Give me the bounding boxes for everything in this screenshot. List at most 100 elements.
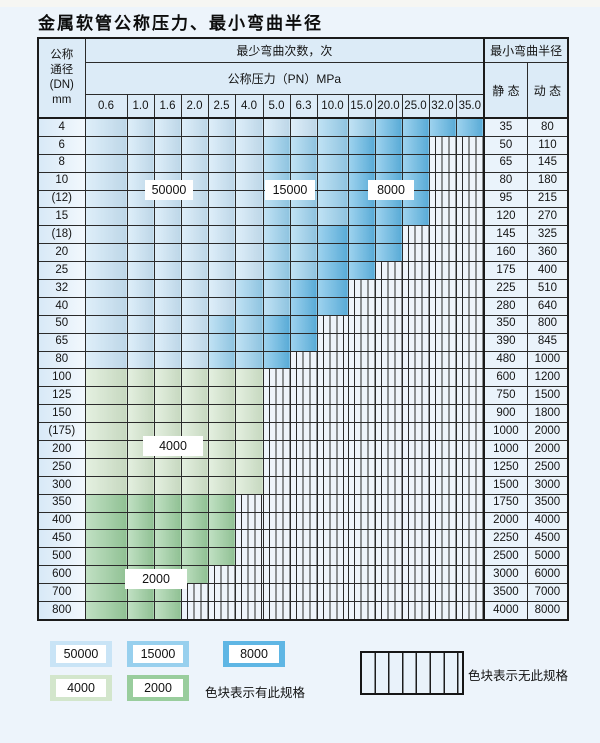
static-column-header: 静 态 (483, 62, 528, 119)
no-spec-hatch-cell (455, 153, 485, 173)
cycle-cell-8000 (347, 153, 376, 173)
no-spec-hatch-cell (289, 601, 318, 621)
nominal-pressure-header: 公称压力（PN）MPa (84, 62, 485, 95)
dynamic-radius-value: 180 (526, 171, 569, 191)
no-spec-hatch-cell (455, 296, 485, 316)
table-row: (18) 145 325 (37, 225, 569, 245)
cycle-cell-15000 (316, 135, 349, 155)
cycle-cell-15000 (289, 225, 318, 245)
cycle-cell-50000 (207, 207, 236, 227)
static-radius-value: 65 (483, 153, 528, 173)
static-radius-value: 750 (483, 386, 528, 406)
cycle-cell-8000 (347, 243, 376, 263)
cycle-cell-50000 (207, 296, 236, 316)
no-spec-hatch-cell (262, 529, 291, 549)
table-row: 8 65 145 (37, 153, 569, 173)
cycle-cell-50000 (84, 350, 128, 370)
cycle-cell-50000 (84, 261, 128, 281)
dynamic-column-header: 动 态 (526, 62, 569, 119)
no-spec-hatch-cell (401, 601, 430, 621)
no-spec-hatch-cell (374, 296, 403, 316)
no-spec-hatch-cell (347, 511, 376, 531)
legend-swatch-2000-label: 2000 (133, 679, 183, 697)
cycle-cell-4000 (153, 386, 182, 406)
no-spec-hatch-cell (289, 422, 318, 442)
no-spec-hatch-cell (347, 386, 376, 406)
no-spec-hatch-cell (374, 601, 403, 621)
no-spec-hatch-cell (262, 475, 291, 495)
cycle-cell-4000 (234, 404, 264, 424)
cycle-cell-15000 (289, 243, 318, 263)
dn-label: 125 (37, 386, 86, 406)
no-spec-hatch-cell (374, 261, 403, 281)
dn-label: 40 (37, 296, 86, 316)
cycle-cell-8000 (374, 153, 403, 173)
cycle-cell-4000 (234, 457, 264, 477)
table-row: 4 35 80 (37, 117, 569, 137)
pressure-column-header: 6.3 (289, 94, 318, 119)
no-spec-hatch-cell (289, 350, 318, 370)
cycle-cell-15000 (289, 135, 318, 155)
cycle-cell-15000 (289, 207, 318, 227)
dynamic-radius-value: 510 (526, 279, 569, 298)
cycle-cell-50000 (207, 225, 236, 245)
pressure-column-header: 35.0 (455, 94, 485, 119)
cycle-cell-15000 (207, 350, 236, 370)
cycle-cell-15000 (316, 171, 349, 191)
no-spec-hatch-cell (455, 547, 485, 567)
cycle-cell-2000 (153, 547, 182, 567)
no-spec-hatch-cell (455, 529, 485, 549)
no-spec-hatch-cell (428, 511, 457, 531)
cycle-cell-2000 (207, 529, 236, 549)
static-radius-value: 600 (483, 368, 528, 388)
no-spec-hatch-cell (316, 601, 349, 621)
cycle-cell-4000 (207, 422, 236, 442)
no-spec-hatch-cell (347, 493, 376, 513)
region-label-4000: 4000 (143, 436, 203, 456)
dn-label: (175) (37, 422, 86, 442)
cycle-cell-4000 (234, 422, 264, 442)
no-spec-hatch-cell (455, 386, 485, 406)
static-radius-value: 4000 (483, 601, 528, 621)
no-spec-hatch-cell (262, 368, 291, 388)
cycle-cell-50000 (84, 117, 128, 137)
pressure-radius-table: 公称 通径 (DN) mm 最少弯曲次数，次 最小弯曲半径 公称压力（PN）MP… (37, 37, 570, 621)
no-spec-hatch-cell (374, 475, 403, 495)
cycle-cell-4000 (84, 404, 128, 424)
static-radius-value: 80 (483, 171, 528, 191)
cycle-cell-8000 (428, 117, 457, 137)
no-spec-hatch-cell (316, 368, 349, 388)
dynamic-radius-value: 1500 (526, 386, 569, 406)
no-spec-hatch-cell (347, 440, 376, 459)
cycle-cell-15000 (262, 296, 291, 316)
cycle-cell-4000 (207, 386, 236, 406)
table-row: 20 160 360 (37, 243, 569, 263)
no-spec-hatch-cell (374, 493, 403, 513)
cycle-cell-50000 (207, 243, 236, 263)
no-spec-hatch-cell (401, 225, 430, 245)
cycle-cell-50000 (234, 207, 264, 227)
cycle-cell-4000 (153, 404, 182, 424)
no-spec-hatch-cell (180, 583, 209, 603)
no-spec-hatch-cell (374, 350, 403, 370)
pressure-column-header: 25.0 (401, 94, 430, 119)
cycle-cell-50000 (153, 350, 182, 370)
dn-label: 800 (37, 601, 86, 621)
cycle-cell-50000 (180, 117, 209, 137)
cycle-cell-50000 (289, 117, 318, 137)
cycle-cell-15000 (262, 279, 291, 298)
table-row: 50 350 800 (37, 314, 569, 334)
dynamic-radius-value: 845 (526, 332, 569, 352)
static-radius-value: 3500 (483, 583, 528, 603)
no-spec-hatch-cell (207, 565, 236, 585)
cycle-cell-8000 (455, 117, 485, 137)
cycle-cell-50000 (180, 153, 209, 173)
cycle-cell-15000 (289, 153, 318, 173)
dynamic-radius-value: 3000 (526, 475, 569, 495)
no-spec-hatch-cell (428, 475, 457, 495)
cycle-cell-8000 (401, 153, 430, 173)
table-row: 350 1750 3500 (37, 493, 569, 513)
no-spec-hatch-cell (347, 368, 376, 388)
cycle-cell-50000 (126, 135, 155, 155)
cycle-cell-4000 (180, 475, 209, 495)
